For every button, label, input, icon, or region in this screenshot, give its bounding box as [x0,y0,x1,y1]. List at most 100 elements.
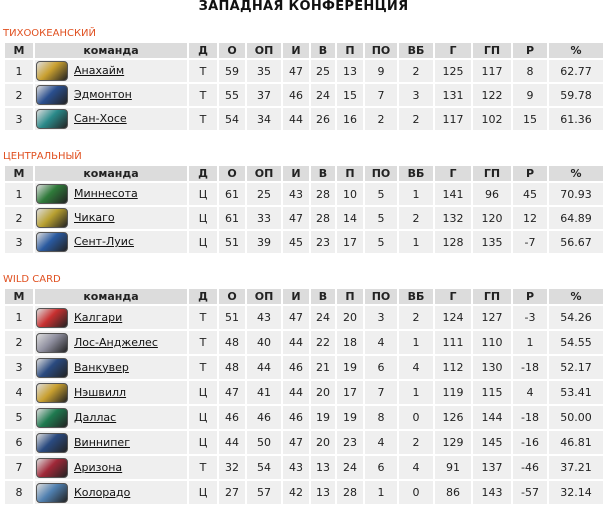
team-cell: Эдмонтон [35,84,187,106]
column-header: Р [513,289,547,304]
cell-d: Ц [189,381,217,404]
cell-o: 59 [219,60,245,82]
cell-vb: 2 [399,207,433,229]
cell-pos: 1 [5,306,33,329]
cell-op: 41 [247,381,281,404]
cell-o: 48 [219,356,245,379]
cell-po: 6 [365,356,397,379]
team-cell: Сан-Хосе [35,108,187,130]
team-cell: Миннесота [35,183,187,205]
cell-l: 17 [337,231,363,253]
cell-gp: 110 [473,331,511,354]
team-link[interactable]: Миннесота [74,187,138,200]
column-header: И [283,166,309,181]
vancouver-logo-icon [36,357,68,378]
cell-o: 48 [219,331,245,354]
calgary-logo-icon [36,307,68,328]
chicago-logo-icon [36,208,68,228]
team-link[interactable]: Анахайм [74,64,125,77]
cell-pos: 5 [5,406,33,429]
cell-op: 25 [247,183,281,205]
cell-d: Ц [189,207,217,229]
cell-pct: 37.21 [549,456,603,479]
table-row: 8 Колорадо Ц 27 57 42 13 28 1 0 86 143 -57 32.14 [5,481,603,504]
cell-gp: 143 [473,481,511,504]
table-row: 2 Чикаго Ц 61 33 47 28 14 5 2 132 120 12 64.89 [5,207,603,229]
cell-gp: 120 [473,207,511,229]
column-header: команда [35,166,187,181]
column-header: О [219,289,245,304]
team-cell: Аризона [35,456,187,479]
cell-d: Т [189,356,217,379]
team-link[interactable]: Виннипег [74,435,130,449]
cell-pct: 52.17 [549,356,603,379]
column-header: П [337,289,363,304]
division-label: ТИХООКЕАНСКИЙ [3,28,97,39]
cell-gp: 130 [473,356,511,379]
cell-r: -16 [513,431,547,454]
san-jose-logo-icon [36,109,68,129]
cell-r: -7 [513,231,547,253]
table-row: 2 Лос-Анджелес Т 48 40 44 22 18 4 1 111 110 1 54.55 [5,331,603,354]
cell-g: 91 [435,456,471,479]
cell-r: 12 [513,207,547,229]
cell-pos: 2 [5,331,33,354]
team-link[interactable]: Даллас [74,410,117,424]
column-header: Г [435,43,471,58]
column-header: В [311,43,335,58]
cell-gp: 122 [473,84,511,106]
column-header: ОП [247,166,281,181]
cell-pos: 2 [5,84,33,106]
cell-op: 46 [247,406,281,429]
team-cell: Нэшвилл [35,381,187,404]
column-header: ОП [247,43,281,58]
cell-gp: 127 [473,306,511,329]
column-header: ВБ [399,289,433,304]
team-link[interactable]: Нэшвилл [74,385,127,399]
cell-r: -18 [513,406,547,429]
team-link[interactable]: Калгари [74,310,123,324]
cell-w: 23 [311,231,335,253]
cell-i: 45 [283,231,309,253]
team-link[interactable]: Эдмонтон [74,88,132,101]
minnesota-logo-icon [36,184,68,204]
cell-w: 21 [311,356,335,379]
team-link[interactable]: Аризона [74,460,123,474]
cell-i: 44 [283,331,309,354]
cell-pos: 1 [5,60,33,82]
team-link[interactable]: Колорадо [74,485,131,499]
team-link[interactable]: Ванкувер [74,360,129,374]
cell-vb: 1 [399,381,433,404]
column-header: И [283,43,309,58]
cell-vb: 2 [399,60,433,82]
cell-pos: 4 [5,381,33,404]
cell-po: 4 [365,331,397,354]
team-link[interactable]: Чикаго [74,211,115,224]
cell-d: Т [189,60,217,82]
cell-d: Т [189,108,217,130]
table-row: 4 Нэшвилл Ц 47 41 44 20 17 7 1 119 115 4 53.41 [5,381,603,404]
cell-l: 14 [337,207,363,229]
cell-op: 44 [247,356,281,379]
cell-r: -46 [513,456,547,479]
team-link[interactable]: Сан-Хосе [74,112,127,125]
column-header: М [5,166,33,181]
cell-op: 39 [247,231,281,253]
cell-r: -3 [513,306,547,329]
division-label: ЦЕНТРАЛЬНЫЙ [3,151,82,162]
cell-o: 55 [219,84,245,106]
cell-i: 43 [283,183,309,205]
cell-w: 28 [311,207,335,229]
division-label: WILD CARD [3,274,61,285]
cell-i: 47 [283,207,309,229]
column-header: Г [435,289,471,304]
column-header: В [311,289,335,304]
cell-w: 24 [311,84,335,106]
column-header: ГП [473,289,511,304]
cell-w: 25 [311,60,335,82]
team-link[interactable]: Лос-Анджелес [74,335,158,349]
team-link[interactable]: Сент-Луис [74,235,134,248]
